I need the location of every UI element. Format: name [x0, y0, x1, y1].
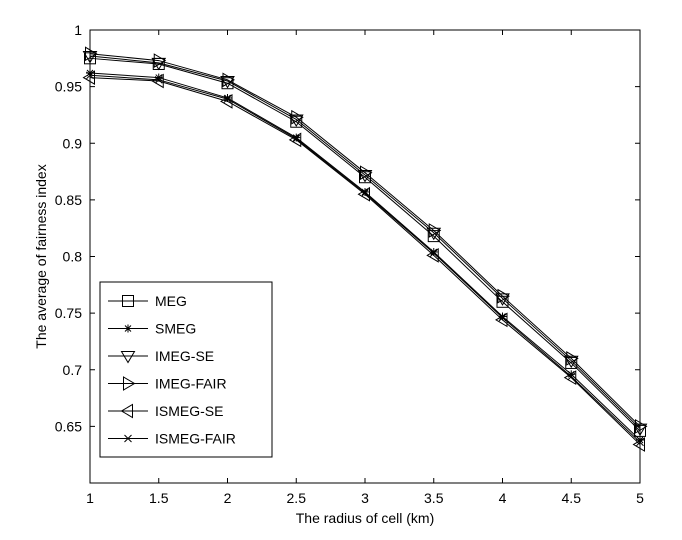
legend-item-smeg: SMEG	[108, 321, 196, 337]
x-tick-label: 3.5	[424, 490, 444, 506]
data-point-imeg-fair	[360, 165, 373, 181]
legend-item-imeg-fair: IMEG-FAIR	[108, 376, 227, 392]
data-point-ismeg-fair	[86, 71, 94, 80]
data-point-ismeg-fair	[498, 313, 507, 322]
axis-ticks: 1 1.5 2 2.5 3 3.5 4 4.5 5 0.65 0.7 0.75 0.8 0.85 0.9 0.…	[55, 22, 644, 506]
data-point-imeg-fair	[85, 46, 98, 62]
x-tick-label: 1.5	[149, 490, 169, 506]
y-tick-label: 0.7	[63, 362, 83, 378]
y-tick-label: 0.65	[55, 418, 82, 434]
data-point-ismeg-fair	[292, 134, 301, 143]
data-point-meg	[84, 52, 96, 65]
data-point-ismeg-fair	[567, 372, 576, 381]
data-point-imeg-fair	[291, 109, 304, 125]
data-point-ismeg-se	[288, 132, 302, 148]
legend-marker-imeg-se	[120, 351, 136, 364]
legend-label: IMEG-FAIR	[155, 376, 227, 392]
x-tick-label: 1	[86, 490, 94, 506]
series-line-ismeg-se	[89, 77, 641, 445]
y-tick-label: 1	[74, 22, 82, 38]
x-tick-label: 4	[499, 490, 507, 506]
legend-box	[99, 281, 273, 458]
data-point-imeg-se	[82, 51, 98, 64]
legend-item-ismeg-fair: ISMEG-FAIR	[108, 431, 236, 447]
legend-marker-meg	[122, 295, 134, 307]
x-tick-label: 2	[224, 490, 232, 506]
data-point-imeg-fair	[635, 418, 648, 434]
data-point-ismeg-se	[357, 186, 370, 202]
y-tick-label: 0.85	[55, 192, 82, 208]
y-tick-label: 0.95	[55, 79, 82, 95]
legend-marker-smeg	[124, 324, 132, 333]
legend-marker-ismeg-se	[120, 403, 133, 419]
series-line-meg	[89, 57, 641, 432]
legend-marker-ismeg-fair	[124, 434, 132, 443]
x-axis-title: The radius of cell (km)	[296, 510, 434, 526]
data-point-ismeg-fair	[361, 189, 369, 197]
legend-label: ISMEG-SE	[155, 403, 223, 419]
y-tick-label: 0.8	[63, 249, 83, 265]
y-axis-title: The average of fairness index	[33, 164, 49, 348]
data-point-imeg-fair	[153, 53, 167, 68]
legend-item-meg: MEG	[108, 293, 187, 309]
data-point-ismeg-fair	[429, 249, 438, 257]
x-tick-label: 4.5	[562, 490, 582, 506]
y-tick-label: 0.75	[55, 305, 82, 321]
legend-item-imeg-se: IMEG-SE	[108, 348, 214, 364]
data-point-imeg-fair	[222, 72, 235, 88]
x-tick-label: 3	[361, 490, 369, 506]
y-tick-label: 0.9	[63, 135, 83, 151]
data-point-meg	[565, 356, 578, 369]
series-line-imeg-fair	[89, 53, 641, 427]
legend-label: IMEG-SE	[155, 348, 214, 364]
data-point-imeg-fair	[428, 223, 442, 238]
data-point-imeg-se	[632, 423, 648, 437]
x-tick-label: 2.5	[287, 490, 307, 506]
legend-marker-imeg-fair	[123, 376, 136, 391]
data-point-ismeg-fair	[223, 95, 232, 103]
series-ismeg-fair	[86, 71, 644, 447]
legend-label: MEG	[155, 293, 187, 309]
series-imeg-fair	[85, 46, 648, 434]
data-point-imeg-fair	[566, 351, 579, 366]
data-point-ismeg-fair	[154, 75, 163, 84]
series-layer	[82, 46, 648, 452]
legend-label: ISMEG-FAIR	[155, 431, 236, 447]
legend-item-ismeg-se: ISMEG-SE	[108, 403, 223, 419]
data-point-ismeg-se	[563, 370, 577, 386]
x-tick-label: 5	[636, 490, 644, 506]
series-line-imeg-se	[89, 55, 641, 429]
data-point-imeg-fair	[497, 288, 510, 304]
legend-label: SMEG	[155, 321, 196, 337]
data-point-imeg-se	[151, 57, 167, 71]
data-point-ismeg-fair	[636, 438, 644, 447]
legend: MEG SMEG IMEG-SE IMEG-FAIR ISMEG-SE ISMEG-FAI…	[99, 281, 273, 458]
